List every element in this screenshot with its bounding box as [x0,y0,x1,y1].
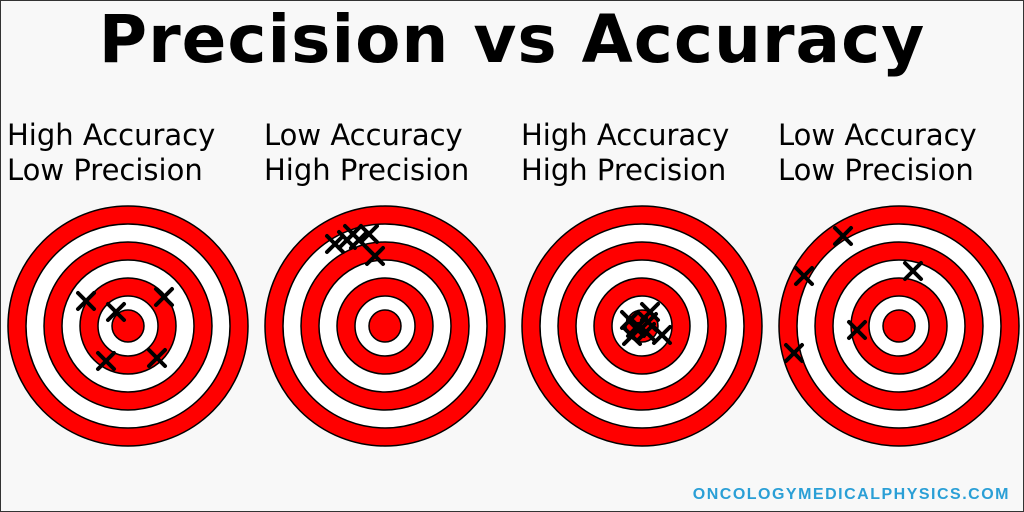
target-svg [778,205,1020,447]
hit-mark-x [626,318,646,338]
target-svg [264,205,506,447]
hit-mark-x [359,224,379,244]
hit-mark-x [106,302,126,322]
hit-mark-x [833,226,853,246]
target-4-label: Low Accuracy Low Precision [778,118,1024,190]
target-3-label: High Accuracy High Precision [521,118,777,190]
target-3-precision: High Precision [521,153,727,187]
target-1-label: High Accuracy Low Precision [7,118,263,190]
red-ring [368,309,402,343]
hit-mark-x [794,266,814,286]
target-1-precision: Low Precision [7,153,203,187]
footer-url: ONCOLOGYMEDICALPHYSICS.COM [692,486,1010,503]
hit-mark-x [154,287,174,307]
hit-mark-x [365,246,385,266]
target-1-accuracy: High Accuracy [7,118,216,152]
target-2-label: Low Accuracy High Precision [264,118,520,190]
target-2-precision: High Precision [264,153,470,187]
target-2 [263,204,507,448]
page-title: Precision vs Accuracy [98,1,926,78]
target-3 [520,204,764,448]
hit-mark-x [147,348,167,368]
hit-mark-x [638,312,658,332]
hit-mark-x [847,320,867,340]
target-4-precision: Low Precision [778,153,974,187]
hit-mark-x [343,224,363,244]
hit-mark-x [903,261,923,281]
target-4 [777,204,1021,448]
hit-mark-x [96,351,116,371]
red-ring [882,309,916,343]
target-1 [6,204,250,448]
target-4-accuracy: Low Accuracy [778,118,977,152]
hit-mark-x [784,343,804,363]
target-svg [521,205,763,447]
target-svg [7,205,249,447]
target-2-accuracy: Low Accuracy [264,118,463,152]
hit-mark-x [76,291,96,311]
target-3-accuracy: High Accuracy [521,118,730,152]
